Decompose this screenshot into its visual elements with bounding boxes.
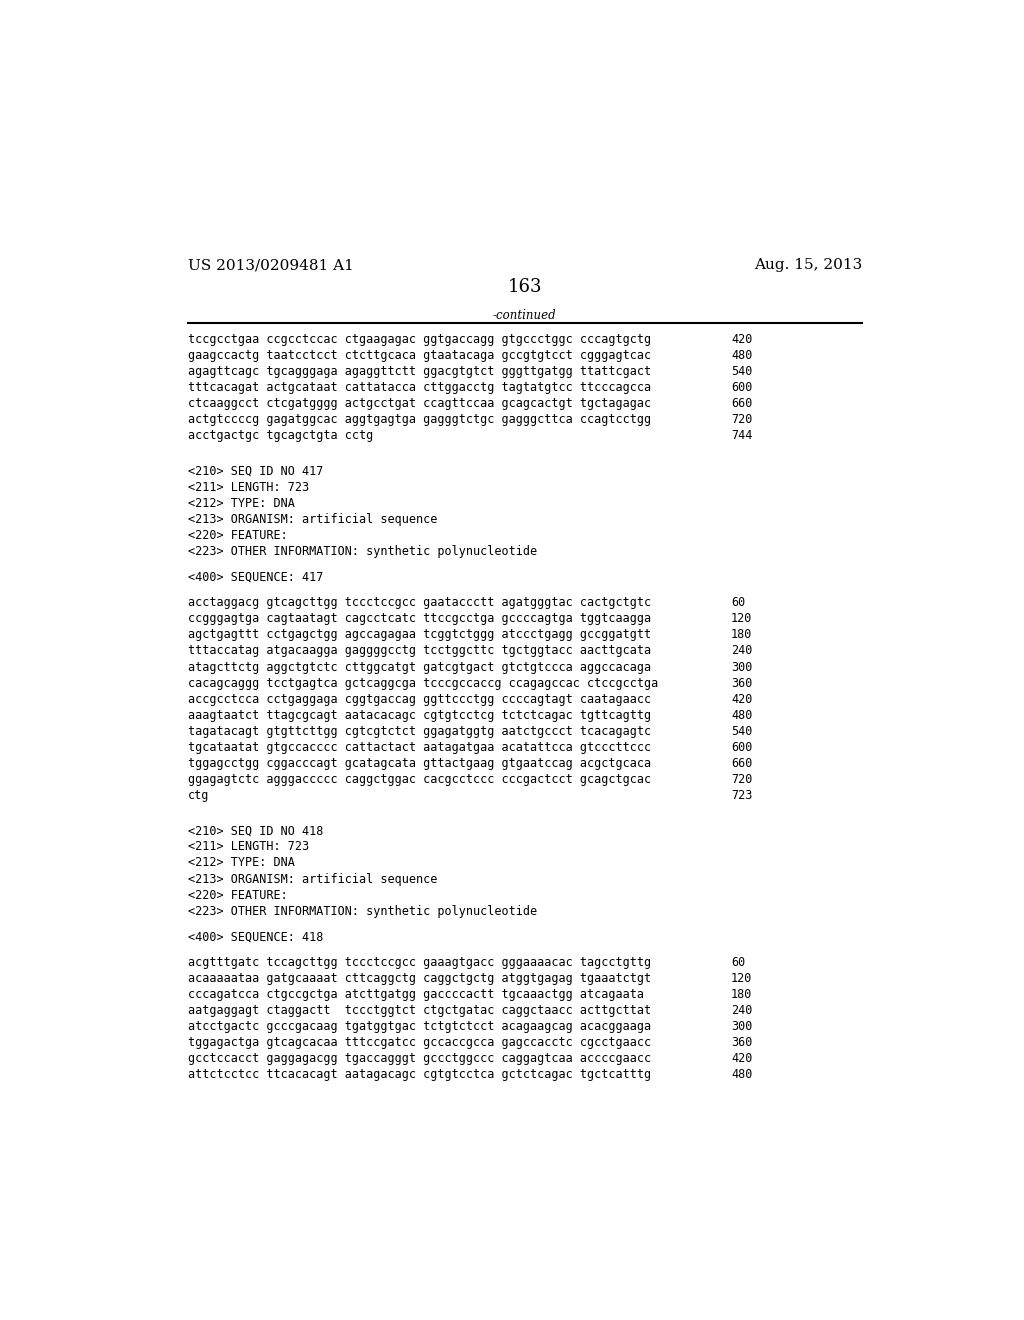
Text: 163: 163 (508, 279, 542, 297)
Text: agagttcagc tgcagggaga agaggttctt ggacgtgtct gggttgatgg ttattcgact: agagttcagc tgcagggaga agaggttctt ggacgtg… (187, 364, 650, 378)
Text: 744: 744 (731, 429, 753, 442)
Text: gaagccactg taatcctcct ctcttgcaca gtaatacaga gccgtgtcct cgggagtcac: gaagccactg taatcctcct ctcttgcaca gtaatac… (187, 348, 650, 362)
Text: 180: 180 (731, 989, 753, 1001)
Text: agctgagttt cctgagctgg agccagagaa tcggtctggg atccctgagg gccggatgtt: agctgagttt cctgagctgg agccagagaa tcggtct… (187, 628, 650, 642)
Text: <210> SEQ ID NO 417: <210> SEQ ID NO 417 (187, 465, 323, 478)
Text: atcctgactc gcccgacaag tgatggtgac tctgtctcct acagaagcag acacggaaga: atcctgactc gcccgacaag tgatggtgac tctgtct… (187, 1020, 650, 1034)
Text: aatgaggagt ctaggactt  tccctggtct ctgctgatac caggctaacc acttgcttat: aatgaggagt ctaggactt tccctggtct ctgctgat… (187, 1005, 650, 1018)
Text: tccgcctgaa ccgcctccac ctgaagagac ggtgaccagg gtgccctggc cccagtgctg: tccgcctgaa ccgcctccac ctgaagagac ggtgacc… (187, 333, 650, 346)
Text: atagcttctg aggctgtctc cttggcatgt gatcgtgact gtctgtccca aggccacaga: atagcttctg aggctgtctc cttggcatgt gatcgtg… (187, 660, 650, 673)
Text: <211> LENGTH: 723: <211> LENGTH: 723 (187, 841, 308, 854)
Text: ctcaaggcct ctcgatgggg actgcctgat ccagttccaa gcagcactgt tgctagagac: ctcaaggcct ctcgatgggg actgcctgat ccagttc… (187, 397, 650, 411)
Text: acctaggacg gtcagcttgg tccctccgcc gaataccctt agatgggtac cactgctgtc: acctaggacg gtcagcttgg tccctccgcc gaatacc… (187, 597, 650, 610)
Text: 540: 540 (731, 364, 753, 378)
Text: 600: 600 (731, 741, 753, 754)
Text: 600: 600 (731, 381, 753, 393)
Text: cccagatcca ctgccgctga atcttgatgg gaccccactt tgcaaactgg atcagaata: cccagatcca ctgccgctga atcttgatgg gacccca… (187, 989, 643, 1001)
Text: 240: 240 (731, 644, 753, 657)
Text: ggagagtctc agggaccccc caggctggac cacgcctccc cccgactcct gcagctgcac: ggagagtctc agggaccccc caggctggac cacgcct… (187, 774, 650, 785)
Text: tagatacagt gtgttcttgg cgtcgtctct ggagatggtg aatctgccct tcacagagtc: tagatacagt gtgttcttgg cgtcgtctct ggagatg… (187, 725, 650, 738)
Text: attctcctcc ttcacacagt aatagacagc cgtgtcctca gctctcagac tgctcatttg: attctcctcc ttcacacagt aatagacagc cgtgtcc… (187, 1068, 650, 1081)
Text: 120: 120 (731, 612, 753, 626)
Text: ccgggagtga cagtaatagt cagcctcatc ttccgcctga gccccagtga tggtcaagga: ccgggagtga cagtaatagt cagcctcatc ttccgcc… (187, 612, 650, 626)
Text: ctg: ctg (187, 789, 209, 803)
Text: 60: 60 (731, 956, 745, 969)
Text: <212> TYPE: DNA: <212> TYPE: DNA (187, 857, 294, 870)
Text: cacagcaggg tcctgagtca gctcaggcga tcccgccaccg ccagagccac ctccgcctga: cacagcaggg tcctgagtca gctcaggcga tcccgcc… (187, 677, 657, 689)
Text: US 2013/0209481 A1: US 2013/0209481 A1 (187, 259, 353, 272)
Text: tggagcctgg cggacccagt gcatagcata gttactgaag gtgaatccag acgctgcaca: tggagcctgg cggacccagt gcatagcata gttactg… (187, 756, 650, 770)
Text: <223> OTHER INFORMATION: synthetic polynucleotide: <223> OTHER INFORMATION: synthetic polyn… (187, 545, 537, 558)
Text: aaagtaatct ttagcgcagt aatacacagc cgtgtcctcg tctctcagac tgttcagttg: aaagtaatct ttagcgcagt aatacacagc cgtgtcc… (187, 709, 650, 722)
Text: acaaaaataa gatgcaaaat cttcaggctg caggctgctg atggtgagag tgaaatctgt: acaaaaataa gatgcaaaat cttcaggctg caggctg… (187, 972, 650, 985)
Text: <211> LENGTH: 723: <211> LENGTH: 723 (187, 480, 308, 494)
Text: 60: 60 (731, 597, 745, 610)
Text: accgcctcca cctgaggaga cggtgaccag ggttccctgg ccccagtagt caatagaacc: accgcctcca cctgaggaga cggtgaccag ggttccc… (187, 693, 650, 706)
Text: tttaccatag atgacaagga gaggggcctg tcctggcttc tgctggtacc aacttgcata: tttaccatag atgacaagga gaggggcctg tcctggc… (187, 644, 650, 657)
Text: 540: 540 (731, 725, 753, 738)
Text: 420: 420 (731, 693, 753, 706)
Text: actgtccccg gagatggcac aggtgagtga gagggtctgc gagggcttca ccagtcctgg: actgtccccg gagatggcac aggtgagtga gagggtc… (187, 413, 650, 426)
Text: 480: 480 (731, 1068, 753, 1081)
Text: 660: 660 (731, 397, 753, 411)
Text: tggagactga gtcagcacaa tttccgatcc gccaccgcca gagccacctc cgcctgaacc: tggagactga gtcagcacaa tttccgatcc gccaccg… (187, 1036, 650, 1049)
Text: 300: 300 (731, 1020, 753, 1034)
Text: 300: 300 (731, 660, 753, 673)
Text: <212> TYPE: DNA: <212> TYPE: DNA (187, 496, 294, 510)
Text: 480: 480 (731, 348, 753, 362)
Text: 360: 360 (731, 1036, 753, 1049)
Text: tgcataatat gtgccacccc cattactact aatagatgaa acatattcca gtcccttccc: tgcataatat gtgccacccc cattactact aatagat… (187, 741, 650, 754)
Text: gcctccacct gaggagacgg tgaccagggt gccctggccc caggagtcaa accccgaacc: gcctccacct gaggagacgg tgaccagggt gccctgg… (187, 1052, 650, 1065)
Text: <400> SEQUENCE: 418: <400> SEQUENCE: 418 (187, 931, 323, 944)
Text: <213> ORGANISM: artificial sequence: <213> ORGANISM: artificial sequence (187, 512, 437, 525)
Text: acctgactgc tgcagctgta cctg: acctgactgc tgcagctgta cctg (187, 429, 373, 442)
Text: 180: 180 (731, 628, 753, 642)
Text: -continued: -continued (493, 309, 557, 322)
Text: <220> FEATURE:: <220> FEATURE: (187, 888, 288, 902)
Text: Aug. 15, 2013: Aug. 15, 2013 (754, 259, 862, 272)
Text: <400> SEQUENCE: 417: <400> SEQUENCE: 417 (187, 570, 323, 583)
Text: 480: 480 (731, 709, 753, 722)
Text: <220> FEATURE:: <220> FEATURE: (187, 529, 288, 541)
Text: 720: 720 (731, 413, 753, 426)
Text: 240: 240 (731, 1005, 753, 1018)
Text: <213> ORGANISM: artificial sequence: <213> ORGANISM: artificial sequence (187, 873, 437, 886)
Text: 420: 420 (731, 333, 753, 346)
Text: tttcacagat actgcataat cattatacca cttggacctg tagtatgtcc ttcccagcca: tttcacagat actgcataat cattatacca cttggac… (187, 381, 650, 393)
Text: 420: 420 (731, 1052, 753, 1065)
Text: 120: 120 (731, 972, 753, 985)
Text: <210> SEQ ID NO 418: <210> SEQ ID NO 418 (187, 825, 323, 837)
Text: acgtttgatc tccagcttgg tccctccgcc gaaagtgacc gggaaaacac tagcctgttg: acgtttgatc tccagcttgg tccctccgcc gaaagtg… (187, 956, 650, 969)
Text: 720: 720 (731, 774, 753, 785)
Text: 660: 660 (731, 756, 753, 770)
Text: 723: 723 (731, 789, 753, 803)
Text: 360: 360 (731, 677, 753, 689)
Text: <223> OTHER INFORMATION: synthetic polynucleotide: <223> OTHER INFORMATION: synthetic polyn… (187, 904, 537, 917)
